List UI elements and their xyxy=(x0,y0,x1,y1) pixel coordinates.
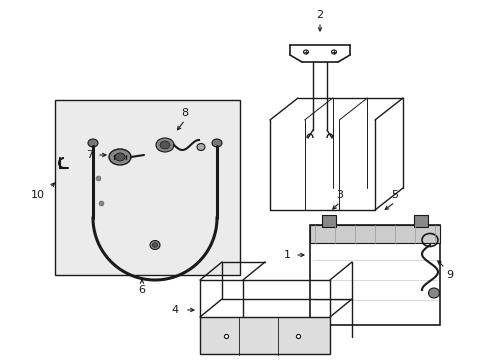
Text: 6: 6 xyxy=(138,285,145,295)
Bar xyxy=(55,100,240,275)
Ellipse shape xyxy=(427,288,439,298)
Ellipse shape xyxy=(152,243,157,247)
Ellipse shape xyxy=(88,139,98,147)
Ellipse shape xyxy=(212,139,222,147)
Text: 1: 1 xyxy=(283,250,290,260)
Bar xyxy=(200,317,329,354)
Bar xyxy=(413,215,427,227)
Ellipse shape xyxy=(197,144,204,150)
Text: 10: 10 xyxy=(31,190,45,200)
Text: 5: 5 xyxy=(391,190,398,200)
Bar xyxy=(309,225,439,243)
Bar xyxy=(309,225,439,325)
Text: 9: 9 xyxy=(446,270,453,280)
Text: 3: 3 xyxy=(336,190,343,200)
Ellipse shape xyxy=(160,141,170,149)
Ellipse shape xyxy=(109,149,131,165)
Text: 2: 2 xyxy=(316,10,323,20)
Text: 7: 7 xyxy=(86,150,93,160)
Ellipse shape xyxy=(150,240,160,249)
Ellipse shape xyxy=(156,138,174,152)
Text: 4: 4 xyxy=(171,305,178,315)
Bar xyxy=(321,215,335,227)
Text: 8: 8 xyxy=(181,108,188,118)
Ellipse shape xyxy=(115,153,125,161)
